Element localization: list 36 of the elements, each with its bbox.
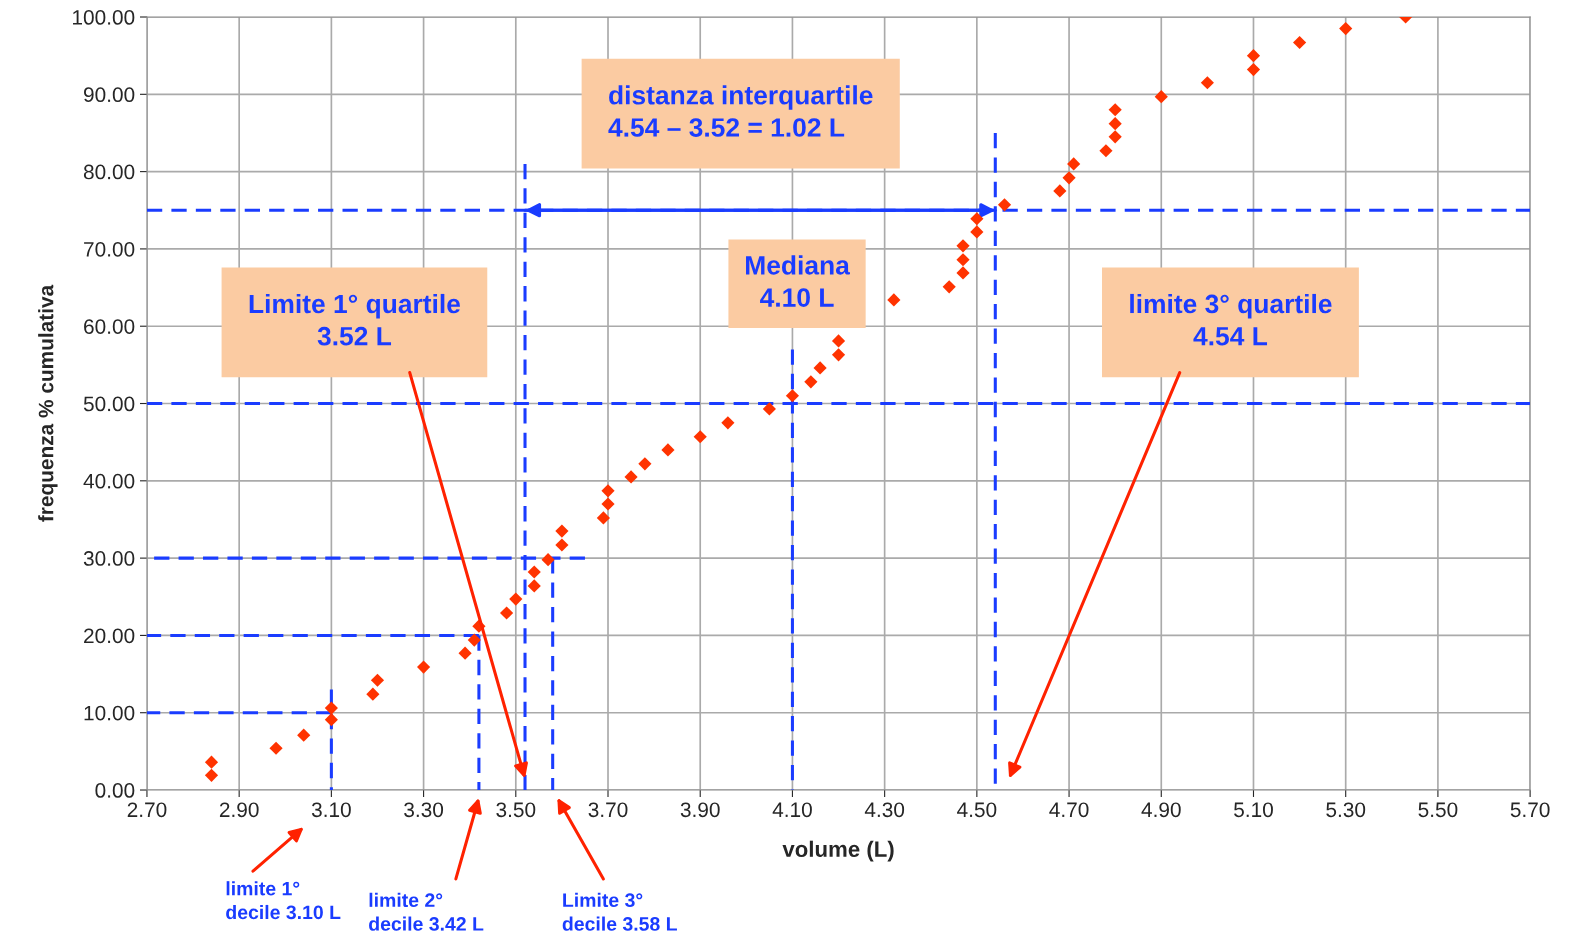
x-tick-label: 4.50 — [957, 802, 997, 818]
x-tick-label: 5.10 — [1234, 802, 1273, 818]
annotation: Mediana 4.10 L — [746, 255, 850, 307]
x-tick-label: 4.30 — [864, 802, 905, 818]
y-tick-label: 60.00 — [84, 319, 135, 334]
y-tick-label: 90.00 — [83, 87, 135, 103]
x-tick-label: 4.70 — [1049, 802, 1089, 818]
x-tick-label: 5.50 — [1418, 802, 1458, 818]
y-tick-label: 40.00 — [83, 473, 135, 489]
y-axis-title: frequenza % cumulativa — [38, 284, 58, 522]
x-tick-label: 4.90 — [1141, 802, 1181, 818]
text: limite 1° decile 3.10 L — [226, 881, 341, 920]
x-tick-label: 3.90 — [680, 802, 720, 818]
x-tick-label: 3.30 — [404, 802, 444, 818]
text: limite 2° decile 3.42 L — [369, 892, 484, 931]
x-tick-label: 5.30 — [1326, 802, 1366, 818]
y-tick-label: 50.00 — [83, 396, 135, 412]
y-tick-label: 10.00 — [84, 705, 135, 721]
x-tick-label: 2.70 — [127, 802, 167, 818]
annotation: limite 3° quartile 4.54 L — [1130, 293, 1332, 346]
y-tick-label: 30.00 — [83, 551, 135, 566]
y-tick-label: 80.00 — [83, 164, 135, 180]
x-tick-label: 4.10 — [772, 802, 812, 818]
y-tick-label: 100.00 — [73, 10, 135, 25]
text: Limite 3° decile 3.58 L — [562, 892, 677, 931]
y-tick-label: 0.00 — [95, 783, 135, 798]
y-tick-label: 70.00 — [84, 241, 135, 257]
x-tick-label: 3.10 — [311, 802, 351, 818]
y-tick-label: 20.00 — [84, 628, 135, 644]
x-tick-label: 3.70 — [588, 802, 628, 818]
x-tick-label: 5.70 — [1510, 802, 1550, 818]
annotation: Limite 1° quartile 3.52 L — [249, 293, 460, 346]
annotation: distanza interquartile 4.54 – 3.52 = 1.02 L — [608, 85, 873, 137]
x-axis-title: volume (L) — [782, 840, 894, 862]
x-tick-label: 2.90 — [219, 802, 259, 818]
x-tick-label: 3.50 — [496, 802, 536, 818]
